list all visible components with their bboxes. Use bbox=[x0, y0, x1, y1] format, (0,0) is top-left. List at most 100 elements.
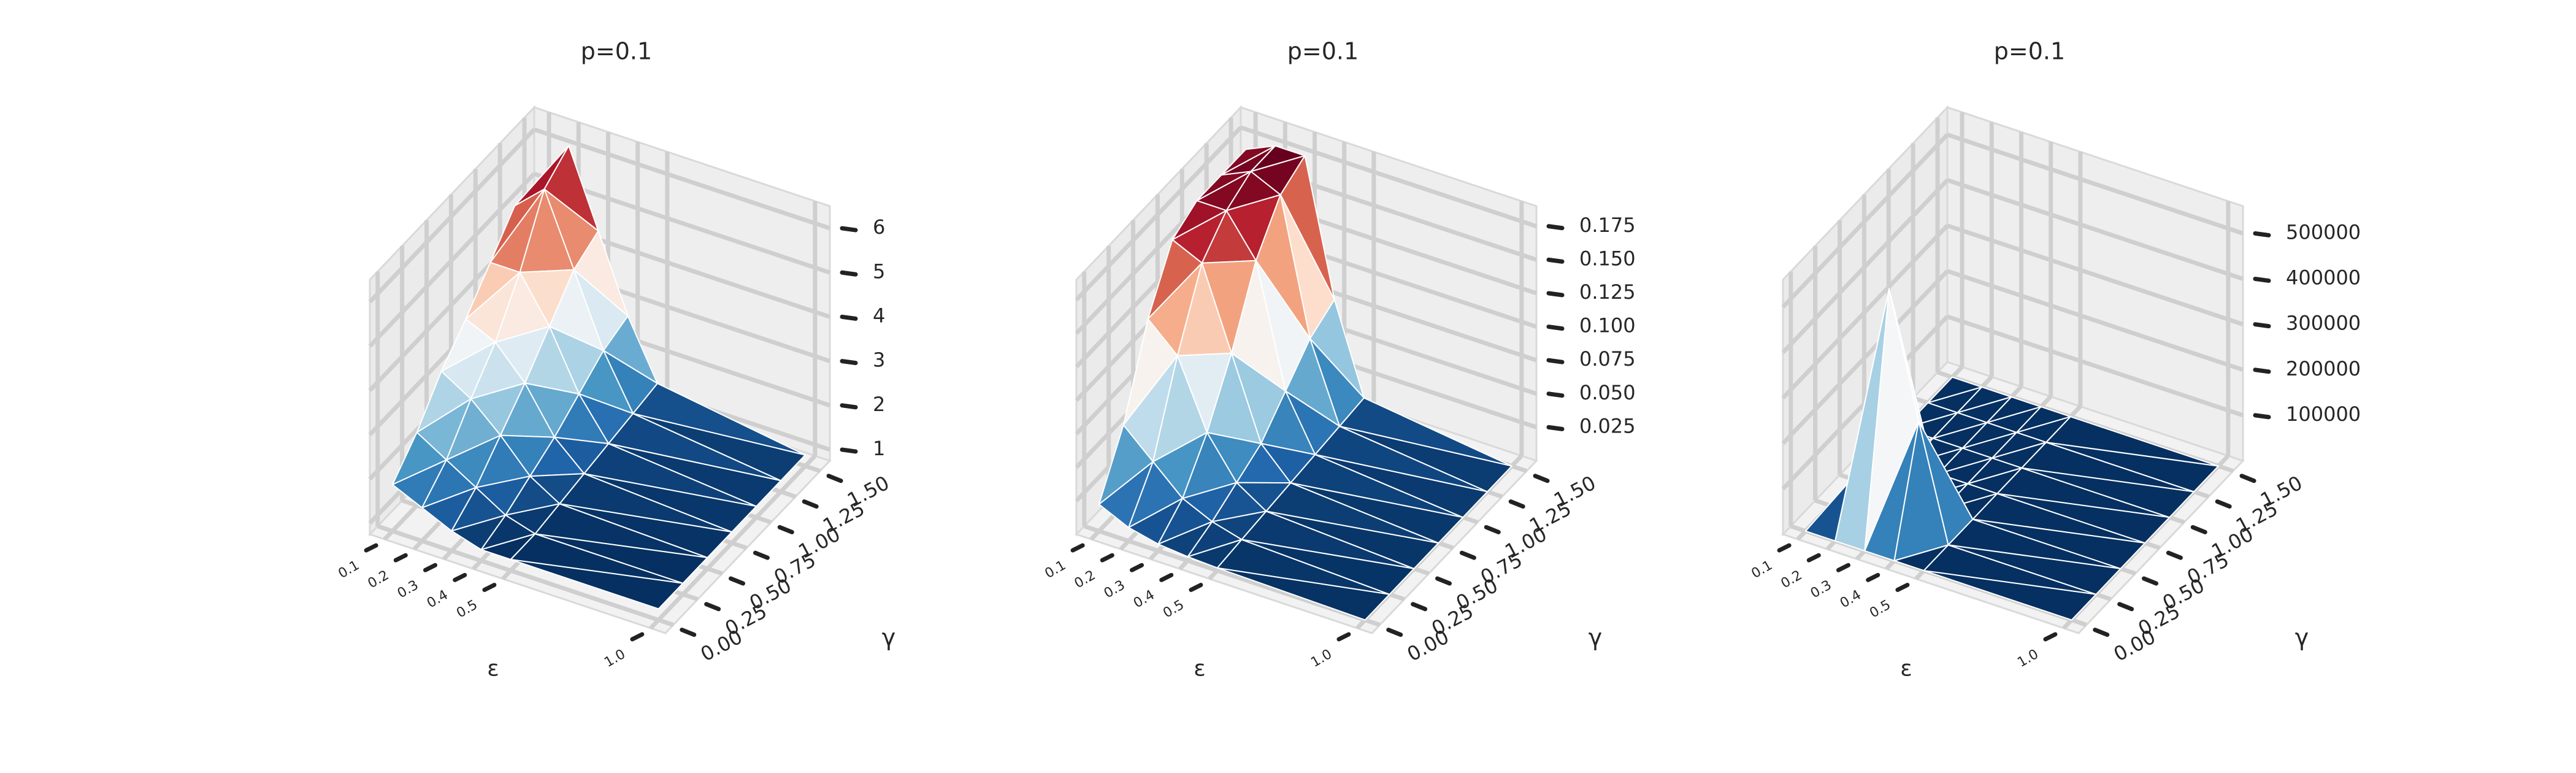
chart-title: p=0.1 bbox=[1287, 38, 1359, 65]
z-grid-line bbox=[1946, 133, 2244, 236]
y-tick-mark bbox=[2142, 576, 2159, 586]
z-tick-mark bbox=[840, 359, 858, 366]
x-tick-mark bbox=[364, 543, 378, 553]
chart-title: p=0.1 bbox=[1994, 38, 2065, 65]
x-tick-label: 1.0 bbox=[602, 647, 628, 671]
x-tick-mark bbox=[1130, 563, 1144, 572]
x-tick-mark bbox=[1336, 632, 1351, 642]
y-tick-mark bbox=[2215, 499, 2232, 509]
x-tick-label: 0.2 bbox=[1779, 567, 1805, 591]
z-grid-line bbox=[1781, 224, 1949, 400]
z-tick-label: 0.125 bbox=[1579, 280, 1636, 304]
x-tick-label: 0.2 bbox=[1072, 567, 1098, 591]
x-tick-label: 0.3 bbox=[1102, 577, 1128, 601]
z-grid-line bbox=[1946, 223, 2244, 326]
z-tick-label: 1 bbox=[873, 437, 885, 460]
x-tick-label: 0.5 bbox=[454, 597, 480, 621]
z-tick-label: 0.075 bbox=[1579, 347, 1636, 371]
x-tick-label: 0.5 bbox=[1160, 597, 1187, 621]
surface-facet bbox=[1923, 570, 2097, 621]
x-tick-mark bbox=[1159, 572, 1174, 582]
x-axis-label: ε bbox=[1194, 656, 1205, 682]
y-tick-mark bbox=[2117, 602, 2134, 612]
x-tick-label: 0.3 bbox=[1808, 577, 1834, 601]
x-tick-label: 0.4 bbox=[424, 587, 451, 611]
y-grid-line bbox=[377, 524, 674, 627]
y-axis-label: γ bbox=[882, 624, 896, 651]
surface-facet bbox=[1972, 518, 2146, 569]
subplot: 0.1 0.2 0.3 0.4 0.51.0 0.000.250.500.751.001.… bbox=[1042, 38, 1635, 682]
x-tick-mark bbox=[1806, 553, 1821, 563]
x-tick-mark bbox=[1070, 543, 1085, 553]
z-tick-mark bbox=[2253, 277, 2271, 283]
x-tick-mark bbox=[1836, 563, 1850, 572]
surface-facet bbox=[2021, 467, 2195, 518]
y-tick-mark bbox=[2190, 525, 2207, 534]
z-tick-mark bbox=[840, 403, 858, 410]
y-tick-mark bbox=[1533, 474, 1550, 483]
x-tick-mark bbox=[393, 553, 408, 563]
z-tick-mark bbox=[2253, 367, 2271, 374]
z-grid-line bbox=[1781, 179, 1949, 354]
z-tick-label: 0.025 bbox=[1579, 414, 1636, 437]
x-axis-label: ε bbox=[1900, 656, 1912, 682]
y-tick-mark bbox=[777, 525, 794, 534]
z-grid-line bbox=[1946, 314, 2244, 418]
z-tick-label: 200000 bbox=[2286, 357, 2361, 380]
surface-facet bbox=[559, 503, 733, 558]
z-tick-label: 5 bbox=[873, 260, 885, 283]
y-tick-mark bbox=[1435, 576, 1452, 586]
z-grid-line bbox=[368, 128, 536, 304]
z-grid-line bbox=[1781, 269, 1949, 445]
z-tick-mark bbox=[1546, 325, 1565, 331]
x-tick-label: 0.4 bbox=[1131, 587, 1157, 611]
x-tick-label: 0.1 bbox=[1749, 558, 1775, 582]
y-tick-mark bbox=[704, 602, 721, 612]
z-tick-mark bbox=[840, 447, 858, 454]
x-tick-label: 1.0 bbox=[1308, 647, 1335, 671]
y-axis-label: γ bbox=[2295, 624, 2309, 651]
z-tick-mark bbox=[1546, 425, 1565, 431]
x-tick-label: 0.2 bbox=[366, 567, 392, 591]
surface-facet bbox=[2045, 442, 2219, 493]
surface-facet bbox=[1314, 454, 1489, 518]
x-tick-mark bbox=[2043, 632, 2058, 642]
z-tick-mark bbox=[1546, 391, 1565, 398]
surface-facet bbox=[608, 443, 782, 507]
surface-facet bbox=[1265, 510, 1439, 569]
y-tick-mark bbox=[802, 499, 819, 509]
z-tick-label: 0.100 bbox=[1579, 314, 1636, 337]
x-tick-mark bbox=[1895, 582, 1910, 592]
x-tick-mark bbox=[1866, 572, 1880, 582]
x-tick-label: 1.0 bbox=[2015, 647, 2041, 671]
z-tick-label: 100000 bbox=[2286, 402, 2361, 426]
z-tick-mark bbox=[840, 226, 858, 233]
z-tick-mark bbox=[2253, 231, 2271, 237]
x-tick-label: 0.1 bbox=[1042, 558, 1068, 582]
z-tick-label: 6 bbox=[873, 215, 885, 239]
chart-title: p=0.1 bbox=[581, 38, 652, 65]
y-tick-mark bbox=[729, 576, 746, 586]
surface-facet bbox=[1216, 567, 1390, 621]
z-tick-label: 0.150 bbox=[1579, 247, 1636, 270]
subplot: 0.1 0.2 0.3 0.4 0.51.0 0.000.250.500.751.001.… bbox=[335, 38, 895, 682]
x-tick-label: 0.3 bbox=[395, 577, 421, 601]
z-grid-line bbox=[1781, 133, 1949, 309]
x-tick-label: 0.5 bbox=[1867, 597, 1893, 621]
z-tick-label: 3 bbox=[873, 348, 885, 372]
z-tick-label: 2 bbox=[873, 393, 885, 416]
z-tick-label: 0.050 bbox=[1579, 381, 1636, 404]
surface-facet bbox=[1241, 539, 1415, 595]
z-grid-line bbox=[1946, 178, 2244, 281]
z-tick-mark bbox=[840, 314, 858, 321]
x-tick-label: 0.1 bbox=[335, 558, 362, 582]
subplot: 0.1 0.2 0.3 0.4 0.51.0 0.000.250.500.751.001.… bbox=[1749, 38, 2361, 682]
y-tick-mark bbox=[826, 474, 843, 483]
surface-facet bbox=[1947, 544, 2122, 595]
x-tick-mark bbox=[453, 572, 467, 582]
z-tick-mark bbox=[2253, 413, 2271, 420]
z-tick-mark bbox=[1546, 291, 1565, 298]
surface-facet bbox=[1339, 425, 1512, 493]
